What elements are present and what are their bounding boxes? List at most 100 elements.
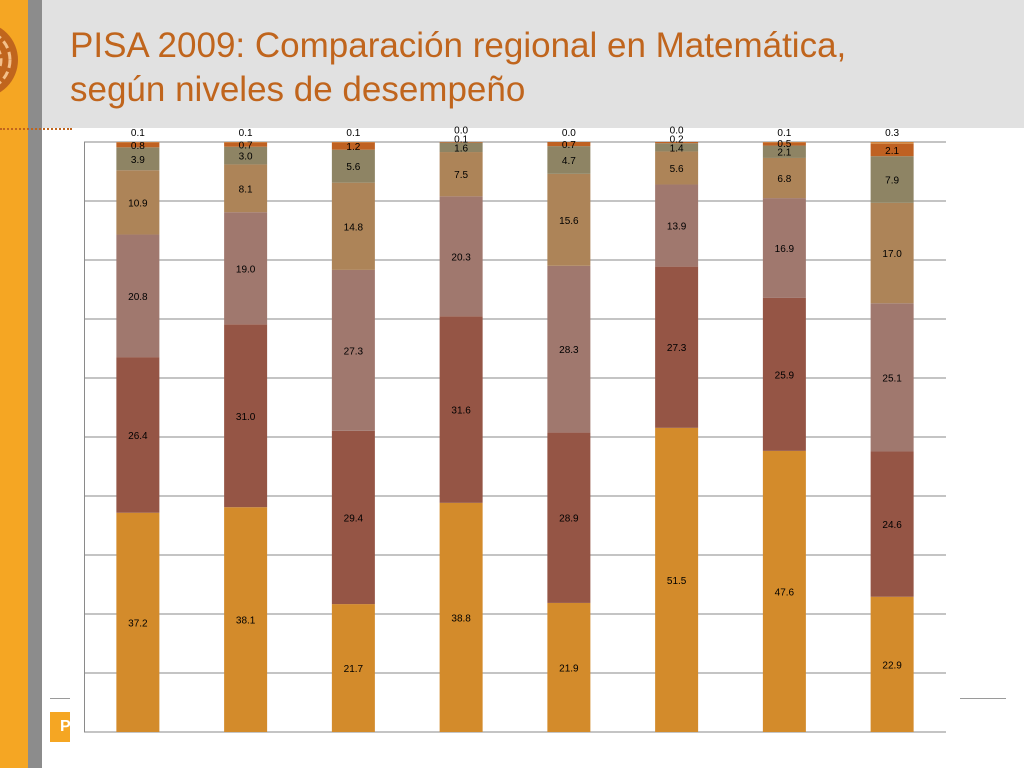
bar-segment: [224, 142, 268, 143]
data-label: 38.1: [236, 616, 256, 627]
bar-segment: [762, 297, 806, 451]
data-label: 0.1: [239, 128, 253, 139]
data-label: 20.8: [128, 292, 148, 303]
left-accent-stripe: [0, 0, 28, 768]
bar-segment: [224, 164, 268, 213]
header-band: [42, 0, 1024, 128]
data-label: 17.0: [882, 249, 902, 260]
data-label: 28.9: [559, 514, 579, 525]
bar-segment: [762, 142, 806, 143]
data-label: 5.6: [346, 162, 360, 173]
bar-segment: [224, 507, 268, 732]
bar-segment: [655, 427, 699, 732]
footer-rule-right: [960, 698, 1006, 699]
bar-segment: [439, 142, 483, 143]
bar-segment: [762, 450, 806, 732]
data-label: 13.9: [667, 222, 687, 233]
data-label: 27.3: [667, 343, 687, 354]
bar-segment: [224, 142, 268, 147]
data-label: 47.6: [775, 587, 795, 598]
data-label: 10.9: [128, 198, 148, 209]
bar-segment: [655, 266, 699, 428]
data-label: 21.9: [559, 663, 579, 674]
dotted-divider: [0, 128, 72, 130]
bar-segment: [116, 357, 160, 513]
data-label: 6.8: [777, 174, 791, 185]
bar-segment: [655, 184, 699, 267]
bar-segment: [870, 596, 914, 732]
data-label: 31.0: [236, 412, 256, 423]
data-label: 2.1: [777, 148, 791, 159]
data-label: 25.9: [775, 370, 795, 381]
bar-segment: [331, 142, 375, 143]
bar-segment: [224, 324, 268, 508]
chart-svg: 37.2 26.4 20.8 10.9 3.9 0.8 0.1 38.1 31.0 19.0 8.1…: [84, 125, 946, 733]
data-label: 0.0: [670, 125, 684, 136]
bar-segment: [331, 604, 375, 732]
bar-segment: [331, 149, 375, 183]
data-label: 0.8: [131, 141, 145, 152]
bar-segment: [116, 234, 160, 358]
data-label: 0.1: [131, 128, 145, 139]
data-label: 1.6: [454, 143, 468, 154]
bar-segment: [547, 173, 591, 266]
data-label: 7.9: [885, 176, 899, 187]
bar-segment: [439, 502, 483, 732]
bar-segment: [655, 142, 699, 144]
data-label: 0.0: [562, 128, 576, 139]
data-label: 19.0: [236, 264, 256, 275]
data-label: 38.8: [451, 613, 471, 624]
bar-segment: [331, 269, 375, 431]
bar-segment: [331, 142, 375, 150]
bar-segment: [870, 202, 914, 304]
data-label: 15.6: [559, 216, 579, 227]
data-label: 0.7: [239, 141, 253, 152]
left-gray-stripe: [28, 0, 42, 768]
stacked-bar-chart: 37.2 26.4 20.8 10.9 3.9 0.8 0.1 38.1 31.0 19.0 8.1…: [84, 125, 946, 733]
data-label: 8.1: [239, 184, 253, 195]
data-label: 0.7: [562, 140, 576, 151]
slide-title: PISA 2009: Comparación regional en Matem…: [70, 24, 970, 112]
data-label: 0.1: [454, 134, 468, 145]
data-label: 20.3: [451, 252, 471, 263]
bar-segment: [224, 212, 268, 325]
bar-segment: [439, 142, 483, 153]
bar-segment: [870, 451, 914, 597]
bar-segment: [870, 156, 914, 203]
footer-rule-left: [50, 698, 70, 699]
bar-segment: [655, 143, 699, 152]
data-label: 16.9: [775, 244, 795, 255]
bar-segment: [116, 170, 160, 235]
data-label: 3.0: [239, 152, 253, 163]
bar-segment: [116, 512, 160, 732]
bar-segment: [116, 142, 160, 148]
data-label: 1.4: [670, 143, 684, 154]
data-label: 2.1: [885, 146, 899, 157]
bar-segment: [439, 196, 483, 317]
bar-segment: [870, 143, 914, 157]
bar-segment: [870, 303, 914, 452]
data-label: 5.6: [670, 164, 684, 175]
data-label: 1.2: [346, 142, 360, 153]
data-label: 22.9: [882, 660, 902, 671]
data-label: 51.5: [667, 576, 687, 587]
data-label: 0.1: [777, 128, 791, 139]
data-label: 24.6: [882, 520, 902, 531]
data-label: 21.7: [344, 664, 364, 675]
bar-segment: [547, 142, 591, 147]
bar-segment: [547, 432, 591, 603]
title-line-2: según niveles de desempeño: [70, 70, 526, 109]
data-label: 7.5: [454, 170, 468, 181]
data-label: 0.1: [346, 128, 360, 139]
bar-segment: [439, 316, 483, 503]
data-label: 27.3: [344, 346, 364, 357]
bar-segment: [870, 142, 914, 144]
bar-segment: [331, 430, 375, 605]
bar-segment: [547, 602, 591, 732]
bar-segment: [655, 151, 699, 185]
sun-logo-icon: [0, 27, 18, 93]
bar-segment: [116, 147, 160, 171]
bar-segment: [762, 142, 806, 146]
bar-segment: [762, 157, 806, 199]
bar-segment: [224, 146, 268, 165]
